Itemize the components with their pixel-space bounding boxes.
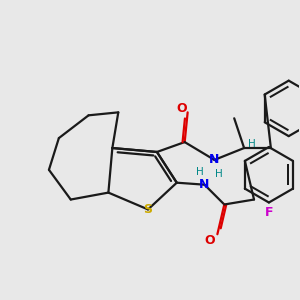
Text: N: N: [209, 153, 220, 167]
Text: F: F: [265, 206, 273, 219]
Text: H: H: [196, 167, 203, 177]
Text: S: S: [143, 203, 152, 216]
Text: O: O: [204, 234, 215, 247]
Text: N: N: [199, 178, 210, 191]
Text: H: H: [215, 169, 223, 179]
Text: H: H: [248, 139, 256, 149]
Text: O: O: [176, 102, 187, 115]
